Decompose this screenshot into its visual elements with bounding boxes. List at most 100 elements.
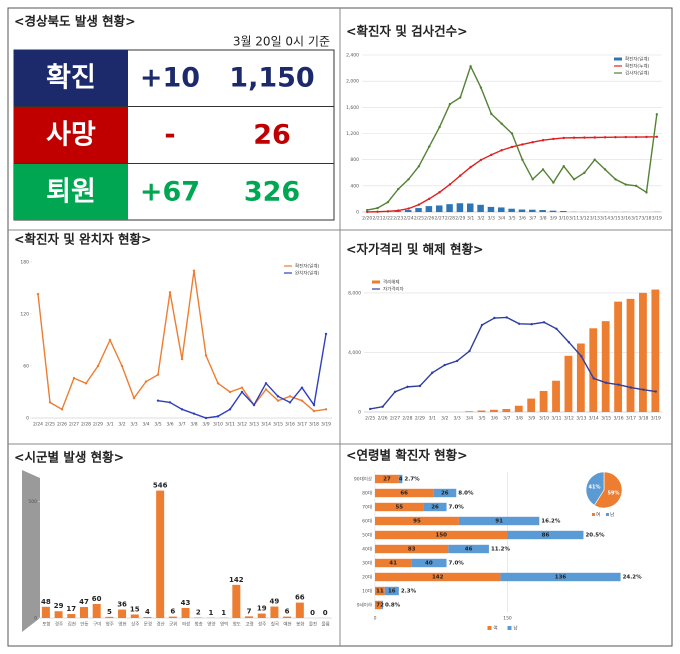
row-value: - [164, 120, 175, 151]
x-tick-label: 3/5 [508, 216, 515, 222]
bar [467, 203, 474, 212]
x-tick-label: 2/22 [383, 216, 393, 222]
point [580, 355, 583, 358]
bar [639, 292, 647, 412]
point [180, 408, 184, 411]
row-head [14, 107, 128, 163]
point [120, 364, 124, 368]
x-tick-label: 봉화 [296, 622, 304, 628]
bar [404, 210, 412, 212]
bar [456, 203, 464, 212]
value-label: 142 [432, 575, 444, 581]
pie-label: 59% [608, 490, 620, 496]
value-label: 19 [257, 605, 267, 613]
x-tick-label: 3/18 [638, 416, 648, 422]
x-tick-label: 문경 [144, 621, 152, 628]
bar-segment [375, 558, 412, 568]
value-label: 91 [495, 519, 503, 525]
row-value: +10 [140, 63, 200, 94]
row-label: 퇴원 [46, 177, 96, 208]
value-label: 26 [431, 505, 439, 511]
x-tick-label: 2/23 [393, 216, 403, 222]
x-tick-label: 3/18 [309, 422, 319, 428]
point [204, 354, 208, 357]
x-tick-label: 포항 [42, 621, 50, 628]
legend-label: 남 [514, 625, 518, 632]
bar [651, 289, 660, 412]
legend-label: 격리해제 [383, 279, 400, 286]
x-tick-label: 의성 [182, 621, 190, 628]
bar [518, 209, 526, 212]
value-label: 4 [145, 608, 150, 616]
bar [560, 211, 567, 212]
x-tick-label: 청도 [233, 622, 241, 628]
point [541, 168, 545, 171]
chart-title: <확진자 및 검사건수> [346, 24, 468, 39]
legend-label: 자가격리자 [383, 286, 405, 293]
bar-segment [507, 530, 584, 540]
x-tick-label: 3/8 [539, 216, 546, 222]
bar-segment [448, 544, 489, 554]
bar [465, 411, 474, 412]
point [144, 380, 148, 383]
x-tick-label: 3/19 [651, 416, 661, 422]
point [604, 381, 608, 384]
bar [232, 584, 241, 618]
bar [539, 390, 548, 412]
x-tick-label: 3/7 [503, 416, 510, 422]
x-tick-label: 3/1 [429, 416, 436, 422]
x-tick-label: 3/3 [488, 216, 495, 222]
bar [295, 602, 304, 618]
point [324, 332, 328, 336]
legend-label: 확진자(일계) [295, 263, 319, 270]
y-tick-label: 0 [356, 210, 359, 216]
line [370, 316, 656, 410]
x-tick-label: 3/13 [576, 416, 586, 422]
point [240, 390, 244, 394]
value-label: 48 [41, 598, 51, 606]
x-tick-label: 3/11 [551, 416, 561, 422]
value-label: 15 [130, 606, 140, 614]
bar-segment [375, 530, 508, 540]
value-label: 95 [413, 519, 421, 525]
value-label: 47 [79, 598, 89, 606]
percent-label: 7.0% [449, 505, 465, 511]
legend-label: 완치자(일계) [295, 270, 319, 277]
value-label: 66 [295, 594, 305, 602]
value-label: 41 [389, 561, 397, 567]
point [312, 409, 316, 413]
x-tick-label: 군위 [169, 621, 177, 628]
value-label: 49 [270, 598, 280, 606]
row-head [14, 164, 128, 220]
percent-label: 0.8% [385, 603, 401, 609]
x-tick-label: 칠곡 [271, 621, 279, 628]
point [386, 210, 390, 213]
point [479, 158, 483, 162]
value-label: 546 [153, 482, 168, 490]
value-label: 43 [181, 599, 191, 607]
value-label: 7 [247, 607, 252, 615]
y-tick-label: 10대 [362, 588, 372, 595]
x-tick-label: 영양 [207, 621, 215, 628]
legend-swatch [507, 626, 512, 630]
bar [270, 606, 279, 618]
x-tick-label: 3/8 [190, 422, 197, 428]
bar [41, 606, 50, 618]
point [448, 183, 452, 186]
point [448, 102, 452, 106]
x-tick-label: 2/24 [403, 216, 413, 222]
point [240, 386, 244, 389]
y-tick-label: 2,000 [346, 79, 359, 85]
bar [527, 398, 536, 412]
x-tick-label: 3/14 [600, 216, 610, 222]
point [614, 178, 617, 181]
point [300, 399, 304, 402]
bar [92, 604, 101, 618]
x-tick-label: 3/18 [641, 216, 651, 222]
chart-wall [22, 470, 40, 632]
value-label: 5 [107, 608, 112, 616]
x-tick-label: 3/10 [559, 216, 569, 222]
point [500, 122, 503, 125]
point [521, 158, 524, 161]
